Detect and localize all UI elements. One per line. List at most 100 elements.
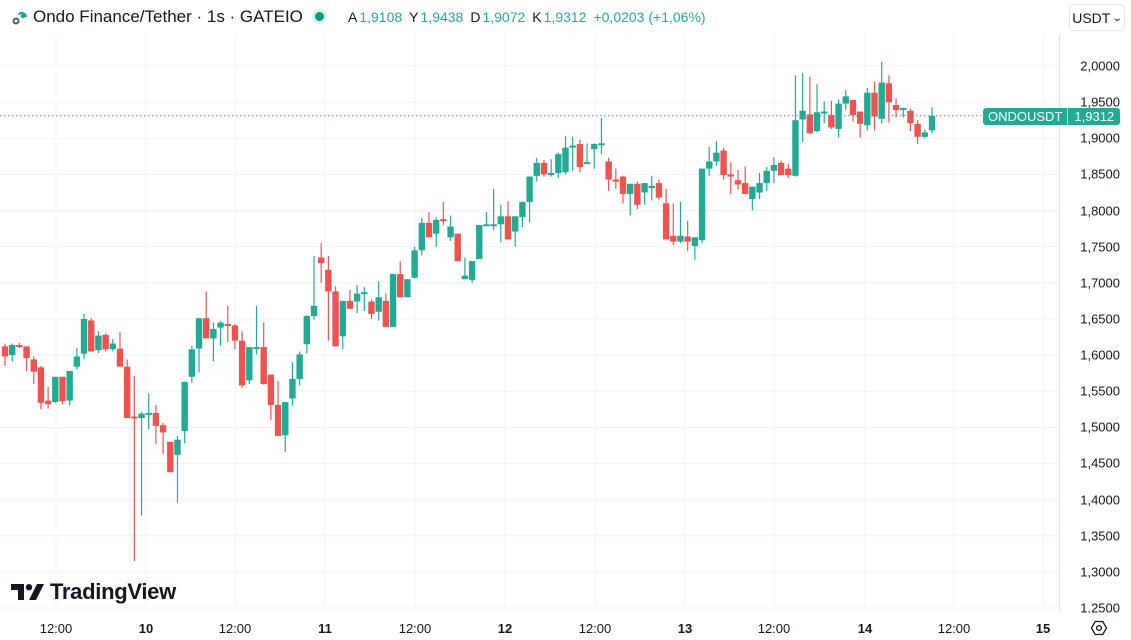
candle[interactable] <box>454 233 461 262</box>
candle[interactable] <box>598 118 605 155</box>
candle[interactable] <box>282 402 289 452</box>
candle[interactable] <box>44 386 52 409</box>
candle[interactable] <box>842 89 849 111</box>
tradingview-logo[interactable]: TradingView <box>11 579 176 605</box>
candle[interactable] <box>885 75 893 123</box>
candle[interactable] <box>375 281 382 321</box>
candle[interactable] <box>217 321 224 346</box>
candle[interactable] <box>80 313 88 360</box>
candle[interactable] <box>210 322 217 362</box>
candle[interactable] <box>267 374 275 421</box>
candle[interactable] <box>174 436 181 503</box>
candle[interactable] <box>670 203 677 246</box>
candle[interactable] <box>619 175 627 204</box>
candle[interactable] <box>698 168 706 244</box>
candle[interactable] <box>892 98 900 118</box>
candle[interactable] <box>66 370 73 406</box>
candle[interactable] <box>389 273 397 327</box>
candle[interactable] <box>626 183 634 216</box>
candle[interactable] <box>490 188 497 231</box>
candle[interactable] <box>289 362 296 406</box>
candle[interactable] <box>30 356 37 384</box>
candle[interactable] <box>260 322 267 385</box>
candle[interactable] <box>397 261 404 298</box>
candle[interactable] <box>361 287 368 311</box>
candle[interactable] <box>88 318 95 352</box>
candle[interactable] <box>878 61 885 124</box>
candle[interactable] <box>792 75 799 177</box>
candle[interactable] <box>253 305 260 355</box>
candle[interactable] <box>109 339 116 352</box>
candle[interactable] <box>691 237 699 260</box>
candle[interactable] <box>900 107 907 118</box>
candle[interactable] <box>864 87 871 131</box>
candle[interactable] <box>159 423 167 455</box>
candle[interactable] <box>591 143 598 169</box>
candle[interactable] <box>763 167 770 192</box>
candle[interactable] <box>756 172 763 199</box>
candle[interactable] <box>849 99 857 122</box>
candle[interactable] <box>612 168 620 189</box>
candle[interactable] <box>123 359 131 418</box>
candle[interactable] <box>145 393 152 430</box>
candle[interactable] <box>238 331 246 388</box>
candle[interactable] <box>526 176 533 223</box>
candle[interactable] <box>224 305 231 343</box>
candle[interactable] <box>504 201 512 240</box>
candle[interactable] <box>677 201 684 244</box>
candle[interactable] <box>346 290 354 309</box>
ondo-logo-icon[interactable] <box>10 8 28 26</box>
candle[interactable] <box>483 211 490 227</box>
candle[interactable] <box>382 293 390 327</box>
candle[interactable] <box>914 120 921 145</box>
candle[interactable] <box>907 108 914 132</box>
candle[interactable] <box>152 404 160 444</box>
candle[interactable] <box>116 331 124 367</box>
candle[interactable] <box>274 381 282 437</box>
candle[interactable] <box>583 143 591 165</box>
candle[interactable] <box>512 216 519 247</box>
candle[interactable] <box>828 100 835 129</box>
candle[interactable] <box>411 246 418 279</box>
symbol-title[interactable]: Ondo Finance/Tether · 1s · GATEIO <box>33 7 303 26</box>
candlestick-chart[interactable] <box>0 34 1060 612</box>
candle[interactable] <box>533 157 540 182</box>
candle[interactable] <box>734 170 742 190</box>
candle[interactable] <box>648 175 655 201</box>
candle[interactable] <box>476 224 483 259</box>
candle[interactable] <box>713 141 720 166</box>
candle[interactable] <box>339 300 346 350</box>
candle[interactable] <box>418 217 425 256</box>
candle[interactable] <box>519 201 526 228</box>
candle[interactable] <box>404 279 411 298</box>
candle[interactable] <box>461 257 469 280</box>
candle[interactable] <box>8 343 16 362</box>
candle[interactable] <box>303 315 311 354</box>
candle[interactable] <box>52 376 59 403</box>
candle[interactable] <box>332 286 339 347</box>
candle[interactable] <box>353 284 361 314</box>
candle[interactable] <box>770 157 778 184</box>
candle[interactable] <box>777 160 785 176</box>
candle[interactable] <box>921 129 929 139</box>
candle[interactable] <box>662 188 670 240</box>
candle[interactable] <box>547 159 555 177</box>
candle[interactable] <box>928 107 936 134</box>
candle[interactable] <box>432 217 440 247</box>
candle[interactable] <box>23 346 30 371</box>
candle[interactable] <box>540 159 548 177</box>
currency-selector[interactable]: USDT ⌄ <box>1069 4 1125 31</box>
candle[interactable] <box>799 73 806 142</box>
candle[interactable] <box>871 81 878 131</box>
price-chart[interactable] <box>0 34 1060 612</box>
candle[interactable] <box>195 318 203 373</box>
candle[interactable] <box>468 261 476 283</box>
candle[interactable] <box>634 181 641 210</box>
candle[interactable] <box>1 343 9 366</box>
settings-icon[interactable] <box>1090 619 1108 637</box>
candle[interactable] <box>555 152 562 179</box>
candle[interactable] <box>785 163 792 179</box>
candle[interactable] <box>59 376 66 405</box>
candle[interactable] <box>727 162 734 194</box>
candle[interactable] <box>167 441 174 473</box>
